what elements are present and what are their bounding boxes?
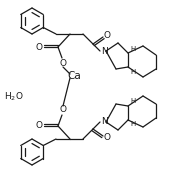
- Text: O: O: [103, 30, 111, 39]
- Text: H$_2$O: H$_2$O: [4, 91, 24, 103]
- Text: O: O: [36, 42, 42, 52]
- Text: H: H: [130, 46, 136, 52]
- Text: H: H: [130, 121, 136, 127]
- Text: H: H: [130, 98, 136, 104]
- Text: O: O: [59, 105, 67, 115]
- Text: N: N: [101, 118, 107, 127]
- Text: N: N: [101, 46, 107, 55]
- Text: O: O: [103, 134, 111, 143]
- Text: Ca: Ca: [67, 71, 81, 81]
- Text: H: H: [130, 69, 136, 75]
- Text: O: O: [59, 58, 67, 68]
- Text: O: O: [36, 121, 42, 130]
